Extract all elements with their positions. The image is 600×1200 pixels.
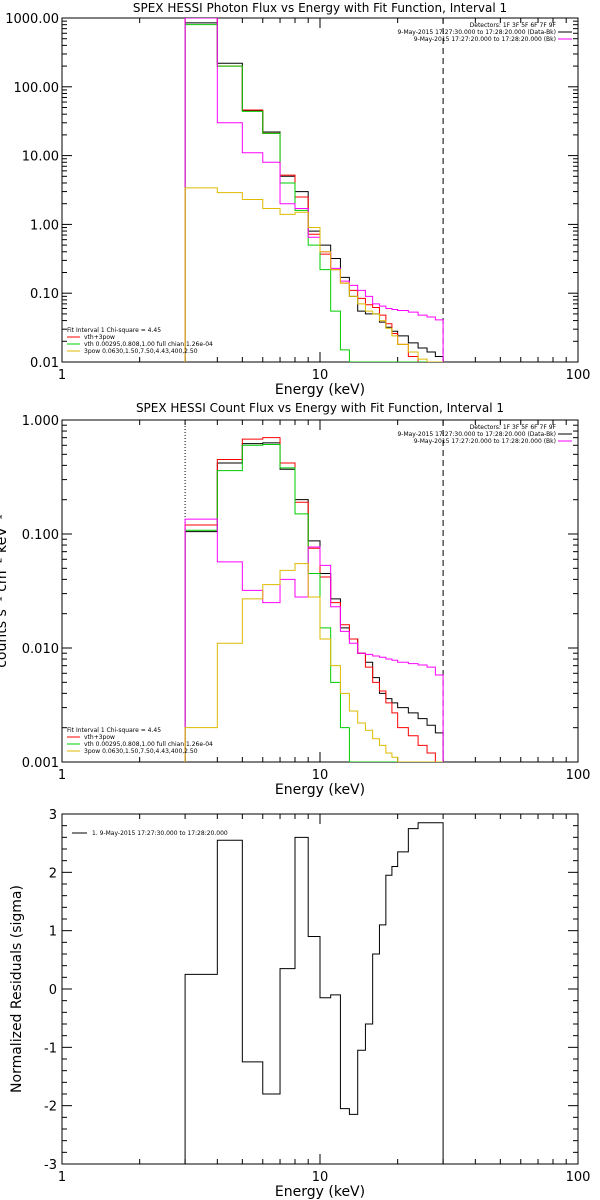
x-tick-label: 10 — [312, 368, 329, 383]
fit-info-line: vth 0.00295,0.808,1.00 full chian 1.26e-… — [84, 341, 213, 348]
y-tick-label: 0 — [49, 983, 57, 998]
header-line: 9-May-2015 17:27:20.000 to 17:28:20.000 … — [414, 438, 556, 445]
x-tick-label: 10 — [312, 1170, 329, 1185]
fit-info-line: Fit Interval 1 Chi-square = 4.45 — [67, 327, 161, 334]
series-group — [184, 822, 444, 1164]
y-tick-label: 1 — [49, 925, 57, 940]
fit-info-line: vth+3pow — [84, 334, 115, 341]
chart-2: SPEX HESSI Count Flux vs Energy with Fit… — [0, 401, 590, 798]
plot-frame — [61, 17, 579, 363]
chart-title: SPEX HESSI Photon Flux vs Energy with Fi… — [133, 1, 507, 15]
series-group — [184, 18, 444, 362]
x-tick-label: 1 — [58, 1170, 66, 1185]
series-4-step-line — [184, 518, 444, 762]
series-3-step-line — [184, 24, 444, 362]
y-tick-label: 0.010 — [22, 642, 59, 657]
fit-info-line: vth+3pow — [84, 734, 115, 741]
x-tick-label: 100 — [566, 368, 591, 383]
header-line: Detectors: 1F 3F 5F 6F 7F 9F — [470, 424, 557, 431]
y-tick-label: 0.001 — [22, 756, 59, 771]
series-5-step-line — [184, 563, 444, 762]
x-axis-label: Energy (keV) — [275, 782, 365, 798]
series-2-step-line — [184, 437, 444, 762]
series-1-step-line — [184, 442, 444, 762]
y-tick-label: 2 — [49, 866, 57, 881]
x-tick-label: 100 — [566, 1170, 591, 1185]
x-axis-label: Energy (keV) — [275, 382, 365, 398]
y-tick-label: 10.00 — [22, 150, 59, 165]
chart-3: 1 10 100 Energy (keV) -3 -2 -1 0 1 2 3 Normalized R… — [9, 808, 590, 1200]
y-tick-label: 0.01 — [30, 356, 59, 371]
series-4-step-line — [184, 18, 444, 362]
series-1-step-line — [184, 822, 444, 1164]
chart-title: SPEX HESSI Count Flux vs Energy with Fit… — [136, 401, 504, 415]
y-tick-label: 0.100 — [22, 528, 59, 543]
y-tick-label: 3 — [49, 808, 57, 823]
x-tick-label: 100 — [566, 768, 591, 783]
fit-info-line: 3pow 0.0630,1.50,7.50,4.43,400,2.50 — [84, 748, 198, 755]
y-axis-label: counts s⁻¹ cm⁻² keV⁻¹ — [0, 514, 10, 668]
y-tick-label: 100.00 — [14, 81, 60, 96]
y-tick-label: -3 — [44, 1158, 57, 1173]
y-tick-label: 1.000 — [22, 414, 59, 429]
y-tick-label: -2 — [44, 1100, 57, 1115]
series-5-step-line — [184, 187, 444, 362]
y-axis-label: Normalized Residuals (sigma) — [9, 885, 25, 1093]
x-axis-label: Energy (keV) — [275, 1184, 365, 1200]
x-tick-label: 1 — [58, 368, 66, 383]
header-line: Detectors: 1F 3F 5F 6F 7F 9F — [470, 22, 557, 29]
x-tick-label: 10 — [312, 768, 329, 783]
y-tick-label: 1000.00 — [5, 12, 59, 27]
header-line: 9-May-2015 17:27:20.000 to 17:28:20.000 … — [414, 36, 556, 43]
fit-info-line: Fit Interval 1 Chi-square = 4.45 — [67, 727, 161, 734]
chart-1: SPEX HESSI Photon Flux vs Energy with Fi… — [5, 1, 590, 398]
header-line: 9-May-2015 17:27:30.000 to 17:28:20.000 … — [397, 431, 556, 438]
y-tick-label: -1 — [44, 1041, 57, 1056]
y-tick-label: 0.10 — [30, 287, 59, 302]
fit-info-line: vth 0.00295,0.808,1.00 full chian 1.26e-… — [84, 741, 213, 748]
series-3-step-line — [184, 443, 444, 762]
header-line: 9-May-2015 17:27:30.000 to 17:28:20.000 … — [397, 29, 556, 36]
x-tick-label: 1 — [58, 768, 66, 783]
fit-info-line: 3pow 0.0630,1.50,7.50,4.43,400,2.50 — [84, 348, 198, 355]
series-group — [184, 437, 444, 762]
y-tick-label: 1.00 — [30, 218, 59, 233]
legend-label: 1. 9-May-2015 17:27:30.000 to 17:28:20.0… — [92, 830, 228, 837]
